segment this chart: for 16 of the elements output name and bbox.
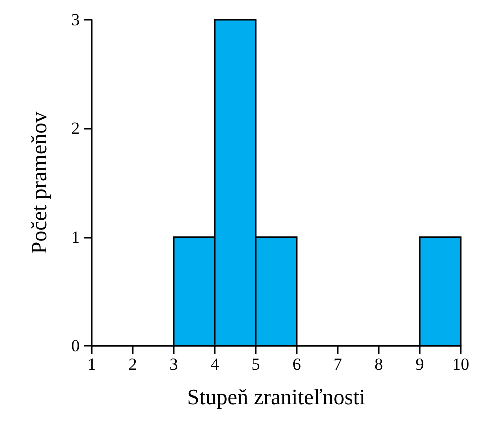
y-tick-label: 3: [72, 10, 80, 30]
x-tick-label: 7: [334, 355, 343, 374]
y-tick-label: 1: [72, 228, 80, 247]
x-tick-label: 9: [416, 355, 424, 374]
x-tick-label: 5: [252, 355, 260, 374]
x-tick-label: 3: [170, 355, 178, 374]
x-axis-title: Stupeň zraniteľnosti: [187, 384, 366, 410]
y-axis-title: Počet prameňov: [26, 112, 52, 254]
x-tick-label: 6: [292, 355, 302, 374]
x-tick-label: 1: [88, 355, 96, 374]
x-tick-label: 10: [452, 355, 470, 374]
y-tick-label: 0: [72, 336, 80, 356]
x-tick-label: 8: [374, 355, 384, 374]
x-tick-label: 4: [210, 355, 220, 374]
x-tick-label: 2: [128, 355, 138, 374]
y-tick-label: 2: [72, 119, 80, 138]
